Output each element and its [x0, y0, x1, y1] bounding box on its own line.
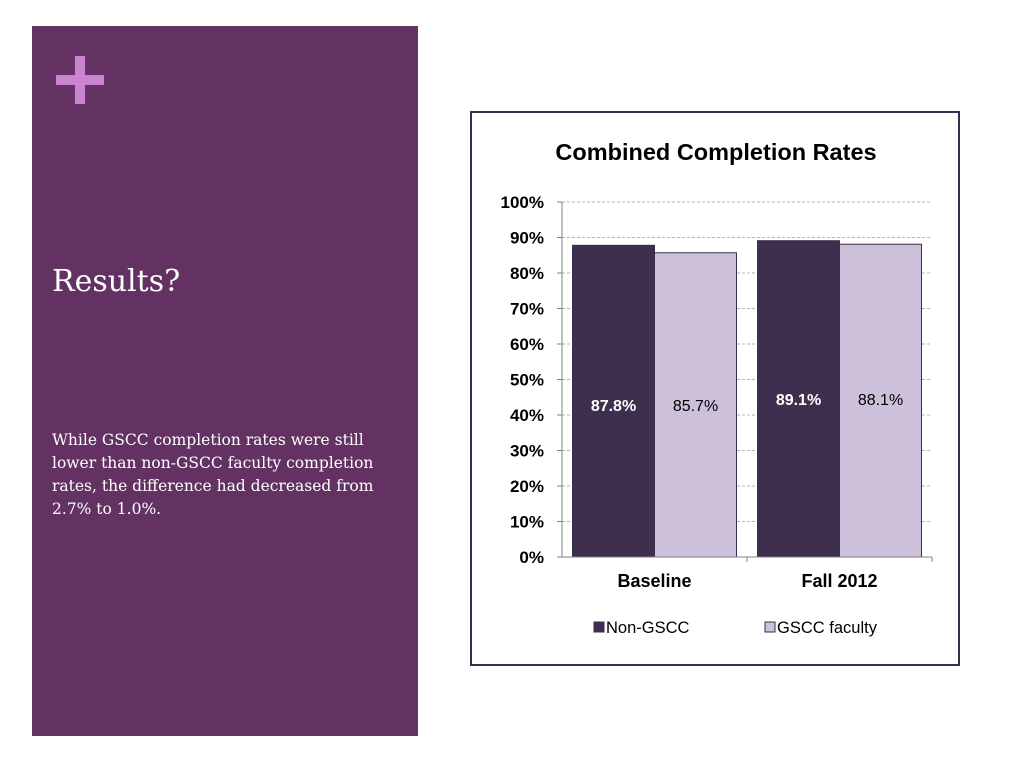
chart-title: Combined Completion Rates — [555, 139, 876, 165]
y-tick-label: 60% — [510, 335, 544, 354]
y-tick-label: 80% — [510, 264, 544, 283]
y-tick-label: 100% — [501, 193, 544, 212]
x-tick-label: Fall 2012 — [801, 571, 877, 591]
data-label: 85.7% — [673, 398, 718, 415]
legend-label: GSCC faculty — [777, 619, 878, 637]
left-panel: Results? While GSCC completion rates wer… — [32, 26, 418, 736]
legend-swatch — [764, 621, 776, 633]
y-tick-label: 70% — [510, 300, 544, 319]
legend-swatch — [593, 621, 605, 633]
chart-frame: Combined Completion Rates 0% 10% 20% 30% 40%… — [470, 111, 960, 666]
slide-body-text: While GSCC completion rates were still l… — [52, 431, 374, 518]
x-tick-label: Baseline — [617, 571, 691, 591]
y-tick-label: 90% — [510, 229, 544, 248]
y-tick-label: 30% — [510, 442, 544, 461]
y-tick-label: 50% — [510, 371, 544, 390]
data-label: 89.1% — [776, 392, 821, 409]
plus-icon — [56, 56, 104, 104]
data-label: 87.8% — [591, 398, 636, 415]
slide-title: Results? — [52, 264, 181, 299]
bar-gscc-faculty — [654, 252, 737, 558]
data-label: 88.1% — [858, 392, 903, 409]
y-tick-label: 10% — [510, 513, 544, 532]
bar-non-gscc — [757, 240, 840, 558]
y-tick-label: 40% — [510, 406, 544, 425]
legend-label: Non-GSCC — [606, 619, 690, 637]
bar-chart: Combined Completion Rates 0% 10% 20% 30% 40%… — [501, 139, 933, 637]
y-tick-label: 20% — [510, 477, 544, 496]
y-tick-label: 0% — [519, 548, 544, 567]
bar-gscc-faculty — [839, 243, 922, 558]
